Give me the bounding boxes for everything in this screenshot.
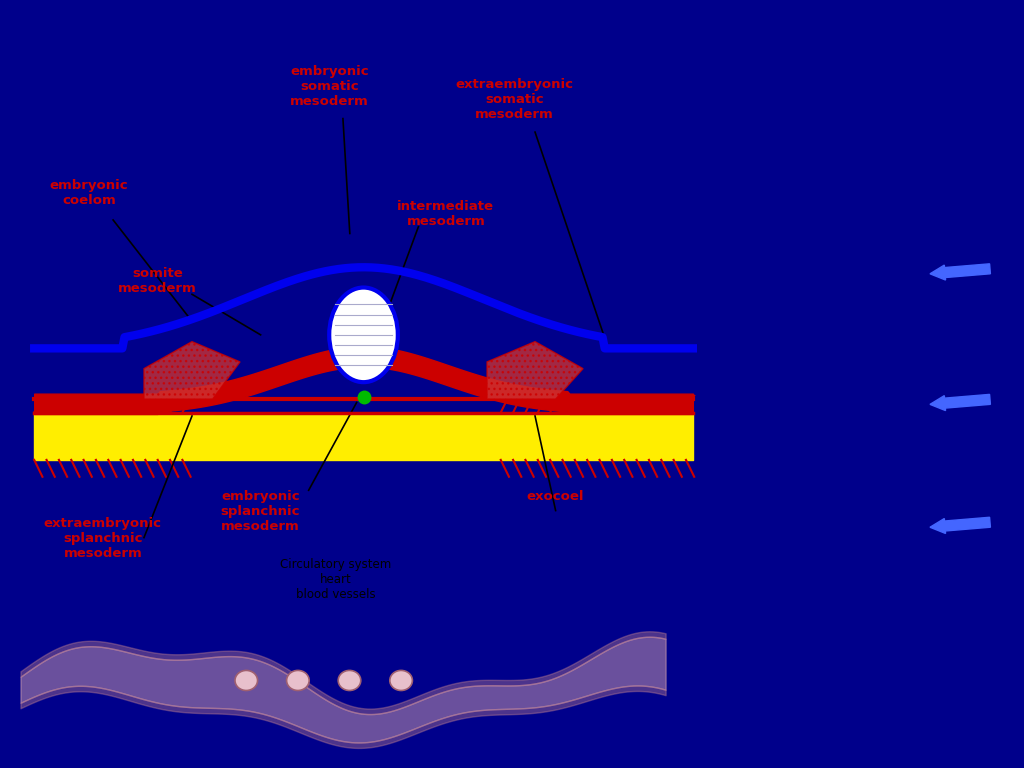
Polygon shape [144,342,240,399]
Text: extraembryonic
splanchnic
mesoderm: extraembryonic splanchnic mesoderm [44,518,162,561]
Ellipse shape [390,670,413,690]
Text: exocoel: exocoel [527,490,585,503]
Ellipse shape [330,287,398,382]
Text: embryonic
somatic
mesoderm: embryonic somatic mesoderm [290,65,369,108]
Text: embryonic
coelom: embryonic coelom [50,180,128,207]
Polygon shape [487,342,583,399]
Ellipse shape [287,670,309,690]
Text: somite
mesoderm: somite mesoderm [119,267,197,295]
Text: Circulatory system
heart
blood vessels: Circulatory system heart blood vessels [281,558,392,601]
Text: extraembryonic
somatic
mesoderm: extraembryonic somatic mesoderm [456,78,573,121]
FancyArrow shape [930,264,990,280]
Ellipse shape [338,670,360,690]
Text: embryonic
splanchnic
mesoderm: embryonic splanchnic mesoderm [221,490,300,533]
Ellipse shape [234,670,258,690]
FancyArrow shape [930,518,990,534]
FancyArrow shape [930,395,990,411]
Text: intermediate
mesoderm: intermediate mesoderm [397,200,495,227]
